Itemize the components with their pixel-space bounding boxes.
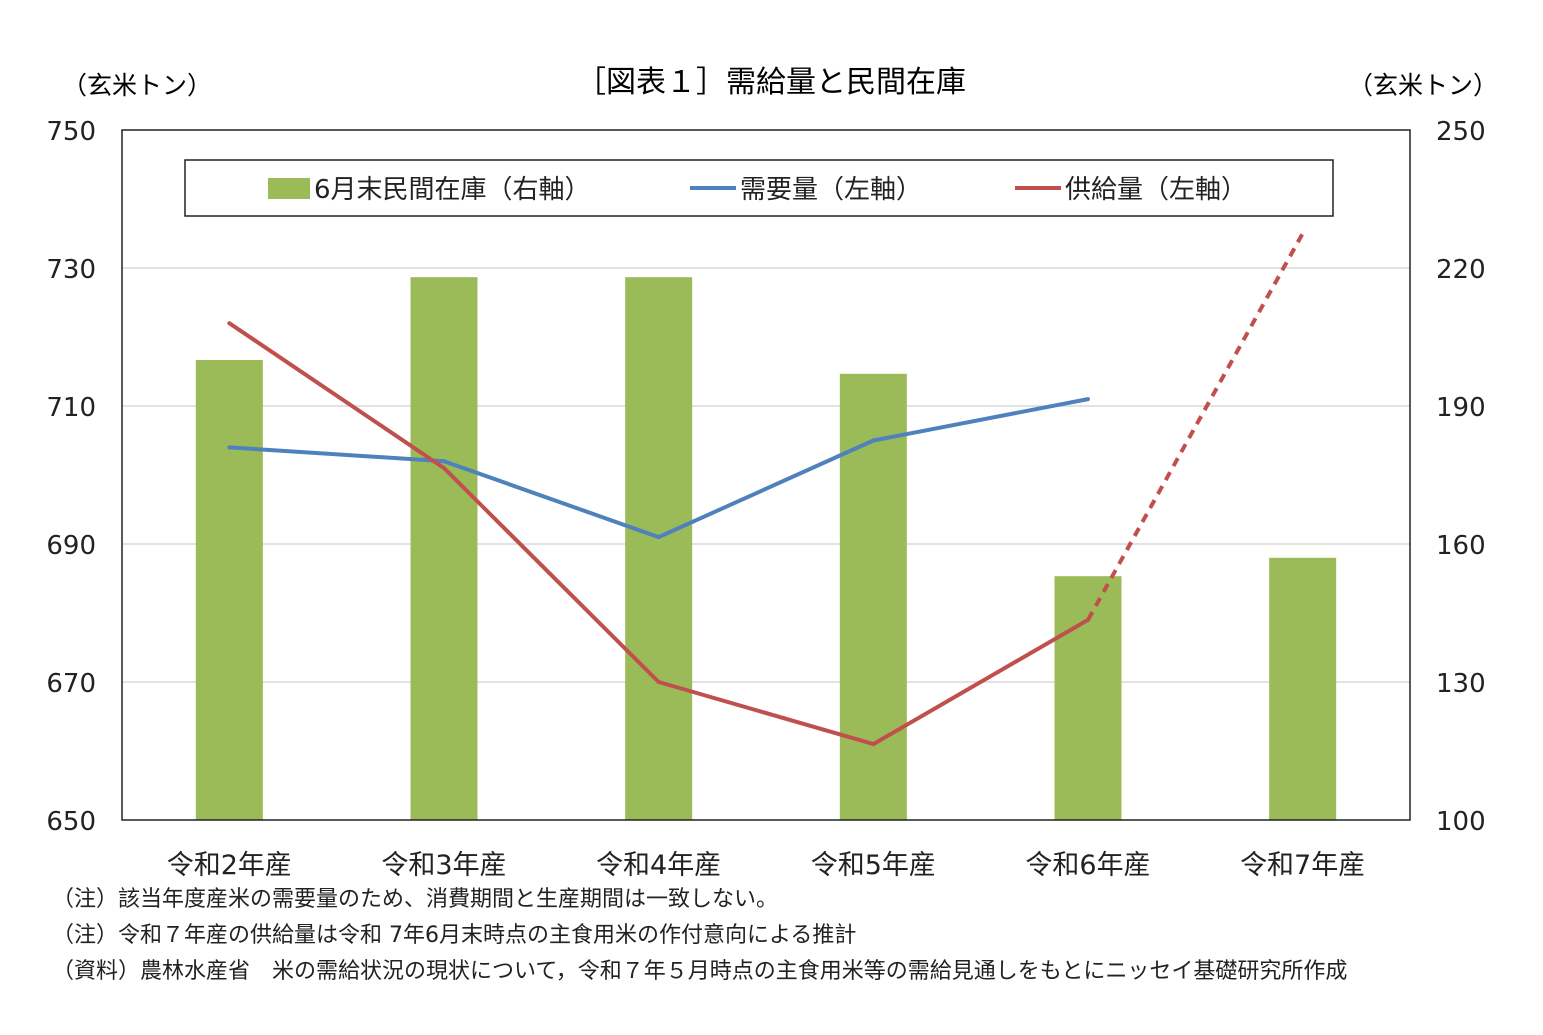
category-label: 令和2年産 <box>167 850 292 880</box>
right-tick-label: 160 <box>1436 531 1486 561</box>
category-label: 令和4年産 <box>596 850 721 880</box>
notes: （注）該当年度産米の需要量のため、消費期間と生産期間は一致しない。 （注）令和７… <box>52 882 1347 990</box>
bar <box>1269 557 1337 820</box>
legend-swatch-bar <box>268 178 310 199</box>
line-segment <box>656 438 876 540</box>
note-1: （注）該当年度産米の需要量のため、消費期間と生産期間は一致しない。 <box>52 887 779 912</box>
line-segment <box>656 680 876 747</box>
line-series <box>227 232 1305 747</box>
line-segment <box>227 321 446 471</box>
category-label: 令和7年産 <box>1240 850 1365 880</box>
right-tick-label: 130 <box>1436 669 1486 699</box>
line-segment <box>871 397 1090 443</box>
left-tick-label: 730 <box>46 255 96 285</box>
line-segment <box>227 445 446 464</box>
axis-ticks: 650 670 690 710 730 750 100 130 160 190 220 250 <box>46 117 1485 837</box>
right-tick-label: 220 <box>1436 255 1486 285</box>
category-labels: 令和2年産 令和3年産 令和4年産 令和5年産 令和6年産 令和7年産 <box>167 850 1366 880</box>
plot-area-border <box>121 129 1411 821</box>
chart: ［図表１］需給量と民間在庫 （玄米トン） （玄米トン） 650 670 690 710… <box>46 65 1498 880</box>
left-tick-label: 650 <box>46 807 96 837</box>
note-3: （資料）農林水産省 米の需給状況の現状について，令和７年５月時点の主食用米等の需… <box>52 959 1348 984</box>
legend-label-line: 需要量（左軸） <box>740 175 922 205</box>
bar <box>410 277 478 820</box>
right-tick-label: 250 <box>1436 117 1486 147</box>
chart-title: ［図表１］需給量と民間在庫 <box>576 65 966 100</box>
legend: 6月末民間在庫（右軸） 需要量（左軸） 供給量（左軸） <box>184 159 1334 217</box>
left-tick-label: 670 <box>46 669 96 699</box>
line-segment <box>442 459 661 540</box>
line-segment <box>1086 232 1305 621</box>
legend-label-bar: 6月末民間在庫（右軸） <box>314 175 591 205</box>
line-segment <box>442 466 661 684</box>
legend-label-line: 供給量（左軸） <box>1065 175 1247 205</box>
legend-box <box>184 159 1334 217</box>
right-tick-label: 190 <box>1436 393 1486 423</box>
left-tick-label: 710 <box>46 393 96 423</box>
left-tick-label: 690 <box>46 531 96 561</box>
bar-series <box>195 277 1337 820</box>
left-axis-unit: （玄米トン） <box>62 71 212 100</box>
right-axis-unit: （玄米トン） <box>1348 71 1498 100</box>
bar <box>1054 576 1122 820</box>
line-segment <box>871 617 1090 747</box>
bar <box>625 277 693 820</box>
gridlines <box>122 267 1410 683</box>
category-label: 令和3年産 <box>381 850 506 880</box>
left-tick-label: 750 <box>46 117 96 147</box>
category-label: 令和5年産 <box>811 850 936 880</box>
bar <box>195 360 263 820</box>
category-label: 令和6年産 <box>1025 850 1150 880</box>
right-tick-label: 100 <box>1436 807 1486 837</box>
note-2: （注）令和７年産の供給量は令和 7年6月末時点の主食用米の作付意向による推計 <box>52 923 857 948</box>
